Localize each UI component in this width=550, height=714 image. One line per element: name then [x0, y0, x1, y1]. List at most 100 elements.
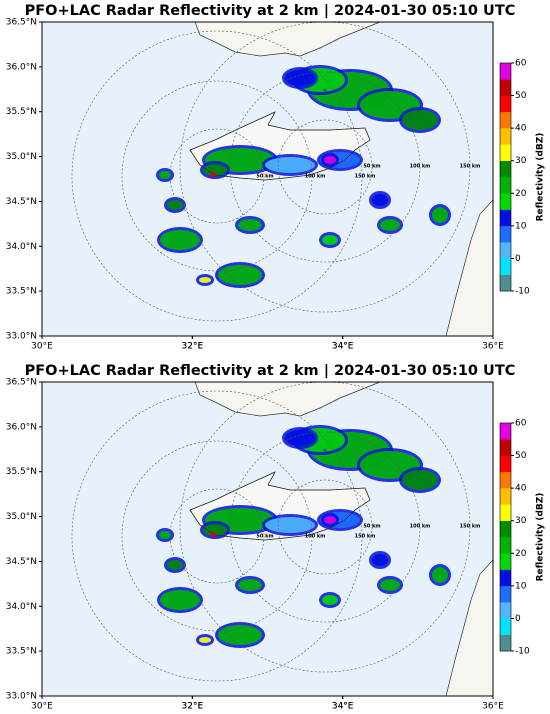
y-tick-label: 33.0°N	[6, 692, 37, 702]
colorbar-segment	[500, 569, 511, 587]
x-tick-label: 34°E	[332, 702, 354, 712]
colorbar-segment	[500, 95, 511, 113]
echo	[432, 207, 448, 223]
x-tick-label: 32°E	[182, 702, 204, 712]
echo	[432, 567, 448, 583]
x-tick-label: 30°E	[31, 342, 53, 352]
title: PFO+LAC Radar Reflectivity at 2 km | 202…	[25, 3, 516, 19]
y-tick-label: 36.5°N	[6, 378, 37, 388]
x-tick-label: 36°E	[482, 342, 504, 352]
y-tick-label: 35.5°N	[6, 467, 37, 477]
colorbar-tick-label: 50	[515, 451, 527, 461]
land	[194, 21, 381, 57]
y-tick-label: 33.5°N	[6, 287, 37, 297]
colorbar-tick-label: 0	[515, 254, 521, 264]
y-tick-label: 36.0°N	[6, 62, 37, 72]
range-label: 50 km	[256, 534, 273, 540]
colorbar-segment	[500, 520, 511, 538]
colorbar-segment	[500, 488, 511, 505]
range-label: 50 km	[256, 174, 273, 180]
colorbar-segment	[500, 634, 511, 652]
range-ring	[121, 80, 313, 272]
range-label: 100 km	[305, 174, 326, 180]
colorbar-tick-label: 10	[515, 581, 527, 591]
echo	[380, 579, 400, 591]
radar-site	[323, 88, 327, 92]
colorbar-segment	[500, 553, 511, 570]
x-tick-label: 34°E	[332, 342, 354, 352]
y-tick-label: 35.5°N	[6, 107, 37, 117]
colorbar-segment	[500, 209, 511, 227]
colorbar-tick-label: 30	[515, 156, 527, 166]
colorbar-segment	[500, 160, 511, 178]
colorbar-frame	[499, 422, 512, 652]
echo	[265, 157, 315, 173]
range-ring	[229, 71, 421, 263]
echo	[167, 200, 183, 210]
map-frame	[41, 21, 494, 337]
range-label: 50 km	[363, 164, 380, 170]
range-label: 50 km	[363, 524, 380, 530]
colorbar-segment	[500, 537, 511, 554]
colorbar-tick-label: -10	[515, 647, 530, 657]
echo	[380, 219, 400, 231]
echo	[322, 595, 338, 605]
x-tick-label: 34°E	[332, 702, 354, 712]
x-tick-label: 32°E	[182, 342, 204, 352]
colorbar-tick-label: 40	[515, 124, 527, 134]
range-ring	[179, 381, 471, 673]
range-ring	[169, 128, 265, 224]
range-label: 100 km	[410, 164, 431, 170]
colorbar-segment	[500, 439, 511, 456]
echo	[372, 194, 388, 206]
y-tick-label: 35.0°N	[6, 512, 37, 522]
colorbar-segment	[500, 128, 511, 145]
colorbar-segment	[500, 63, 511, 80]
colorbar-label: Reflectivity (dBZ)	[536, 133, 546, 222]
y-tick-label: 35.0°N	[6, 152, 37, 162]
range-ring	[229, 431, 421, 623]
range-label: 100 km	[305, 534, 326, 540]
range-ring	[71, 390, 363, 682]
colorbar-tick-label: 0	[515, 614, 521, 624]
colorbar-segment	[500, 111, 511, 129]
x-tick-label: 36°E	[482, 702, 504, 712]
colorbar-tick-label: 50	[515, 91, 527, 101]
colorbar-segment	[500, 602, 511, 619]
echo	[285, 430, 315, 446]
radar-site	[323, 448, 327, 452]
range-label: 150 km	[460, 524, 481, 530]
colorbar-segment	[500, 274, 511, 292]
x-tick-label: 34°E	[332, 342, 354, 352]
colorbar-tick-label: 20	[515, 549, 527, 559]
colorbar-segment	[500, 455, 511, 473]
echo	[203, 524, 227, 536]
y-tick-label: 34.0°N	[6, 242, 37, 252]
y-tick-label: 34.5°N	[6, 557, 37, 567]
land	[194, 381, 381, 417]
colorbar-segment	[500, 585, 511, 603]
colorbar-segment	[500, 225, 511, 243]
range-label: 150 km	[355, 534, 376, 540]
echo	[199, 637, 211, 643]
echo	[238, 579, 262, 591]
colorbar-tick-label: 10	[515, 221, 527, 231]
coastline	[189, 111, 371, 181]
map-panel: PFO+LAC Radar Reflectivity at 2 km | 202…	[6, 3, 546, 352]
y-tick-label: 36.5°N	[6, 18, 37, 28]
colorbar-segment	[500, 193, 511, 210]
map-panel: PFO+LAC Radar Reflectivity at 2 km | 202…	[6, 363, 546, 712]
y-tick-label: 34.5°N	[6, 197, 37, 207]
range-ring	[71, 30, 363, 322]
range-label: 100 km	[410, 524, 431, 530]
echo	[285, 70, 315, 86]
echo	[324, 156, 336, 164]
colorbar-tick-label: 20	[515, 189, 527, 199]
echo	[159, 171, 171, 179]
map-frame	[41, 381, 494, 697]
y-tick-label: 33.0°N	[6, 332, 37, 342]
echo	[372, 554, 388, 566]
echo	[199, 277, 211, 283]
colorbar-segment	[500, 618, 511, 636]
